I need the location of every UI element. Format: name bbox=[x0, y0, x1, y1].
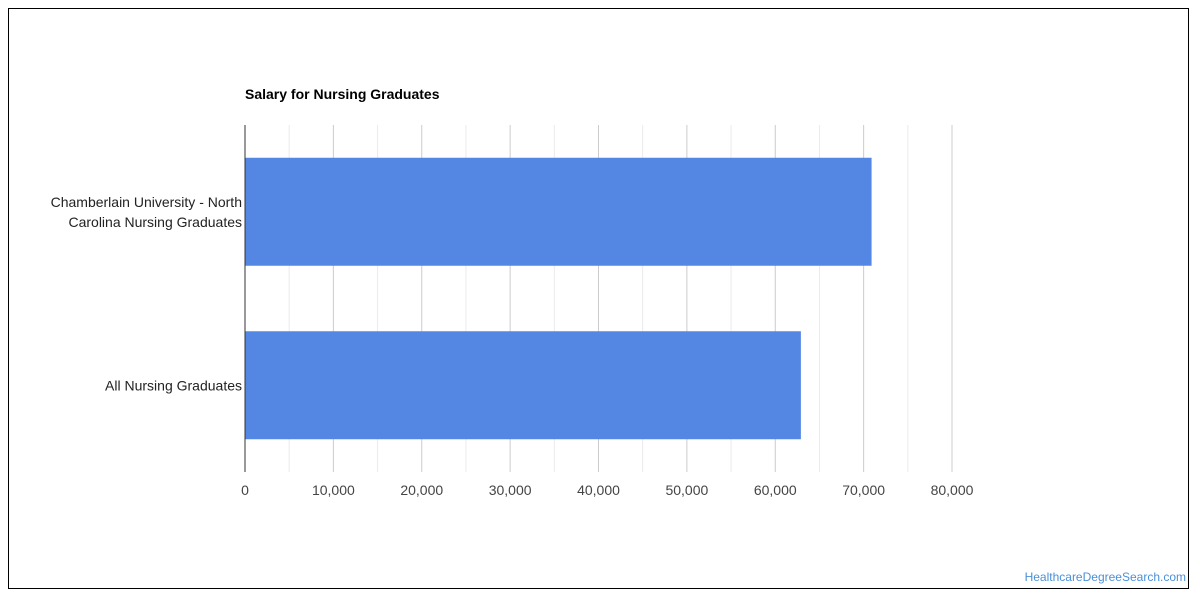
category-label-0-1: Carolina Nursing Graduates bbox=[68, 214, 242, 230]
chart-title: Salary for Nursing Graduates bbox=[245, 86, 440, 102]
x-tick-label: 10,000 bbox=[312, 482, 355, 498]
x-tick-label: 80,000 bbox=[931, 482, 974, 498]
bar-1 bbox=[245, 331, 801, 440]
x-tick-label: 50,000 bbox=[665, 482, 708, 498]
x-tick-label: 70,000 bbox=[842, 482, 885, 498]
x-tick-label: 30,000 bbox=[489, 482, 532, 498]
category-label-1-0: All Nursing Graduates bbox=[105, 377, 242, 393]
x-tick-label: 20,000 bbox=[400, 482, 443, 498]
category-label-0-0: Chamberlain University - North bbox=[51, 194, 242, 210]
bar-0 bbox=[245, 157, 872, 266]
x-tick-label: 60,000 bbox=[754, 482, 797, 498]
watermark-link[interactable]: HealthcareDegreeSearch.com bbox=[1024, 570, 1186, 584]
x-tick-label: 40,000 bbox=[577, 482, 620, 498]
x-tick-label: 0 bbox=[241, 482, 249, 498]
